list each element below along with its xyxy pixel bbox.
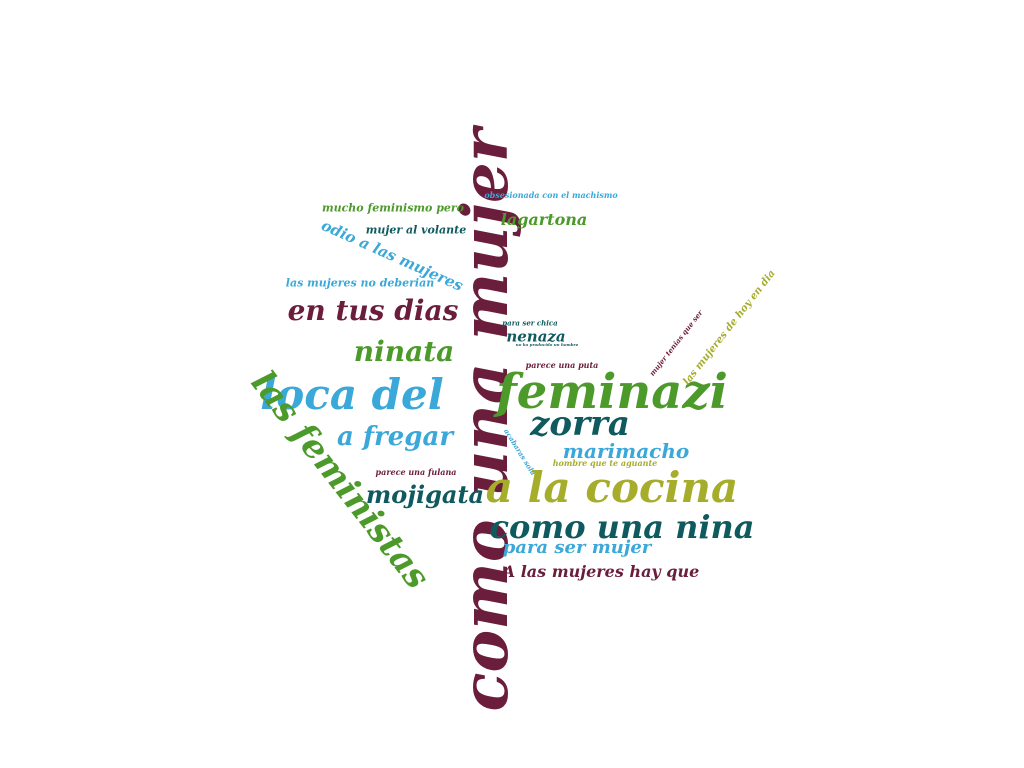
word-en-tus-dias: en tus dias (287, 294, 459, 327)
word-marimacho: marimacho (562, 439, 690, 463)
word-parece-una-puta: parece una puta (525, 360, 599, 370)
word-loca-del: loca del (260, 370, 444, 419)
word-no-ha-producido-un-hombre: no ha producido un hombre (515, 342, 579, 347)
word-para-ser-mujer: para ser mujer (502, 537, 652, 558)
word-nenaza: nenaza (506, 327, 566, 346)
word-parece-una-fulana: parece una fulana (375, 467, 457, 477)
word-a-las-mujeres-hay-que: A las mujeres hay que (502, 562, 700, 581)
word-como-una-nina: como una nina (489, 508, 755, 546)
word-mujer-al-volante: mujer al volante (365, 223, 467, 237)
word-a-fregar: a fregar (336, 422, 454, 452)
word-las-mujeres-de-hoy-en-dia: las mujeres de hoy en dia (681, 268, 778, 388)
word-hombre-que-te-aguante: hombre que te aguante (552, 458, 658, 468)
word-mucho-feminismo-pero: mucho feminismo pero (321, 201, 465, 215)
word-ninata: ninata (353, 335, 455, 368)
word-a-la-cocina: a la cocina (485, 463, 739, 512)
word-mojigata: mojigata (365, 480, 485, 509)
word-obsesionada-con-el-machismo: obsesionada con el machismo (484, 190, 618, 200)
word-feminazi: feminazi (496, 364, 728, 420)
word-lagartona: lagartona (500, 210, 588, 229)
word-para-ser-chica: para ser chica (502, 318, 558, 328)
word-zorra: zorra (530, 404, 630, 444)
word-las-mujeres-no-deberian: las mujeres no deberian (285, 276, 435, 290)
